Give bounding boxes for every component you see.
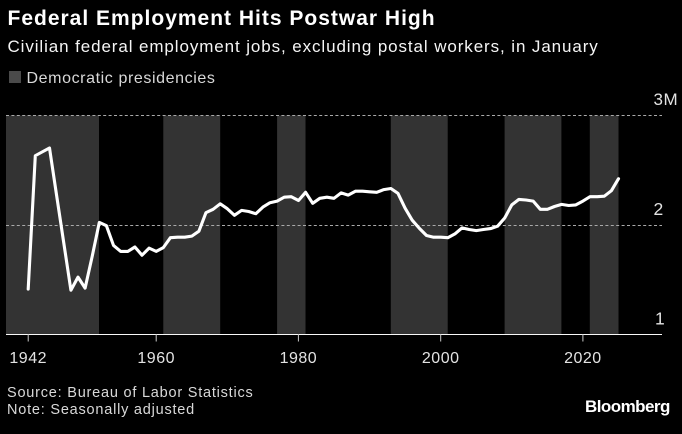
svg-text:1: 1 — [655, 309, 665, 329]
svg-text:1942: 1942 — [9, 350, 47, 367]
svg-text:2: 2 — [654, 199, 664, 219]
svg-text:1960: 1960 — [137, 350, 175, 367]
svg-text:2020: 2020 — [564, 350, 602, 367]
svg-text:3M: 3M — [654, 90, 679, 109]
svg-text:1980: 1980 — [280, 350, 318, 367]
svg-text:2000: 2000 — [422, 350, 460, 367]
